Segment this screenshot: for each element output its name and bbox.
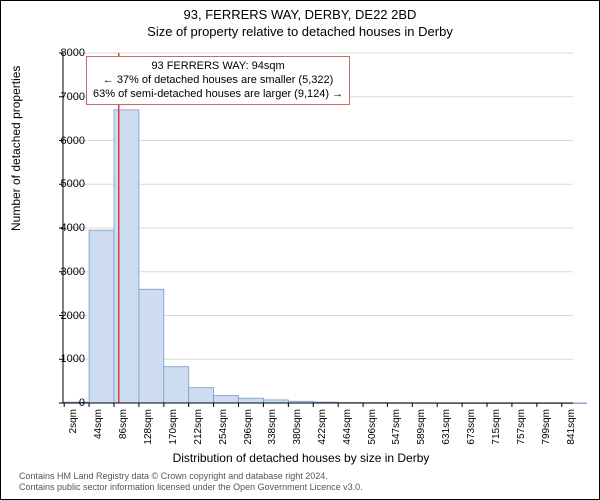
info-line-3: 63% of semi-detached houses are larger (… [93, 88, 343, 102]
footer-line-1: Contains HM Land Registry data © Crown c… [19, 471, 363, 482]
x-axis-label: Distribution of detached houses by size … [1, 451, 600, 465]
y-tick-label: 4000 [45, 222, 85, 234]
x-tick-label: 2sqm [68, 409, 79, 433]
attribution-footer: Contains HM Land Registry data © Crown c… [19, 471, 363, 493]
chart-container: 93, FERRERS WAY, DERBY, DE22 2BD Size of… [0, 0, 600, 500]
title-sub: Size of property relative to detached ho… [1, 24, 599, 39]
y-tick-label: 2000 [45, 310, 85, 322]
y-tick-label: 6000 [45, 135, 85, 147]
x-tick-label: 757sqm [516, 409, 527, 445]
y-tick-label: 5000 [45, 178, 85, 190]
x-tick-label: 464sqm [342, 409, 353, 445]
y-axis-label: Number of detached properties [9, 66, 23, 231]
title-main: 93, FERRERS WAY, DERBY, DE22 2BD [1, 7, 599, 22]
x-tick-label: 296sqm [243, 409, 254, 445]
x-tick-label: 86sqm [118, 409, 129, 439]
x-tick-label: 715sqm [491, 409, 502, 445]
y-tick-label: 7000 [45, 91, 85, 103]
histogram-plot [63, 53, 573, 403]
x-tick-label: 547sqm [391, 409, 402, 445]
x-tick-label: 44sqm [93, 409, 104, 439]
footer-line-2: Contains public sector information licen… [19, 482, 363, 493]
x-tick-label: 128sqm [143, 409, 154, 445]
y-tick-label: 3000 [45, 266, 85, 278]
x-tick-label: 506sqm [367, 409, 378, 445]
y-tick-label: 1000 [45, 353, 85, 365]
y-tick-label: 0 [45, 397, 85, 409]
property-info-box: 93 FERRERS WAY: 94sqm ← 37% of detached … [86, 56, 350, 105]
x-tick-label: 589sqm [416, 409, 427, 445]
x-tick-label: 673sqm [466, 409, 477, 445]
x-tick-label: 212sqm [193, 409, 204, 445]
info-line-1: 93 FERRERS WAY: 94sqm [93, 60, 343, 74]
x-tick-label: 338sqm [267, 409, 278, 445]
info-line-2: ← 37% of detached houses are smaller (5,… [93, 74, 343, 88]
x-tick-label: 422sqm [317, 409, 328, 445]
x-tick-label: 799sqm [541, 409, 552, 445]
y-tick-label: 8000 [45, 47, 85, 59]
x-tick-label: 254sqm [218, 409, 229, 445]
x-tick-label: 631sqm [441, 409, 452, 445]
x-tick-label: 841sqm [566, 409, 577, 445]
chart-area [63, 53, 573, 403]
x-tick-label: 170sqm [168, 409, 179, 445]
x-tick-label: 380sqm [292, 409, 303, 445]
